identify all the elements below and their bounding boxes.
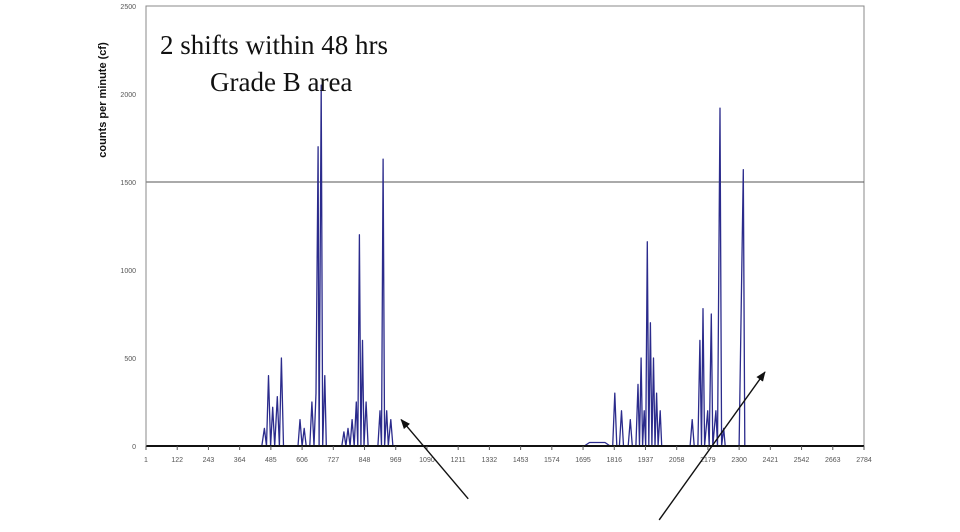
x-tick-label: 848 [359,457,371,464]
y-tick-label: 1000 [120,268,136,275]
y-tick-label: 2000 [120,92,136,99]
x-tick-label: 1 [144,457,148,464]
x-tick-label: 485 [265,457,277,464]
x-tick-label: 2421 [763,457,779,464]
x-tick-label: 2058 [669,457,685,464]
chart-title-line2: Grade B area [210,67,352,97]
x-tick-label: 1816 [606,457,622,464]
x-tick-label: 1332 [482,457,498,464]
y-tick-label: 500 [124,356,136,363]
x-tick-label: 2542 [794,457,810,464]
x-tick-label: 969 [390,457,402,464]
x-tick-label: 364 [234,457,246,464]
axis-layer: 0 500 1000 1500 2000 2500 1 122 243 364 485 606 727 8… [120,4,871,464]
x-tick-label: 2179 [700,457,716,464]
annotation-layer [400,371,766,521]
x-tick-label: 2663 [825,457,841,464]
y-tick-label: 1500 [120,180,136,187]
x-tick-label: 1695 [575,457,591,464]
x-tick-label: 727 [327,457,339,464]
x-tick-label: 606 [296,457,308,464]
y-tick-label: 0 [132,444,136,451]
x-tick-label: 1574 [544,457,560,464]
x-tick-label: 122 [171,457,183,464]
x-tick-label: 1937 [638,457,654,464]
y-tick-label: 2500 [120,4,136,11]
x-tick-label: 1090 [419,457,435,464]
chart-title-line1: 2 shifts within 48 hrs [160,30,388,60]
x-tick-label: 2784 [856,457,872,464]
annotation-arrow [400,418,469,500]
annotation-arrow [658,371,766,521]
x-tick-label: 1453 [513,457,529,464]
x-tick-label: 243 [203,457,215,464]
y-axis-label: counts per minute (cf) [97,42,109,158]
x-tick-label: 2300 [731,457,747,464]
x-tick-label: 1211 [451,457,466,464]
